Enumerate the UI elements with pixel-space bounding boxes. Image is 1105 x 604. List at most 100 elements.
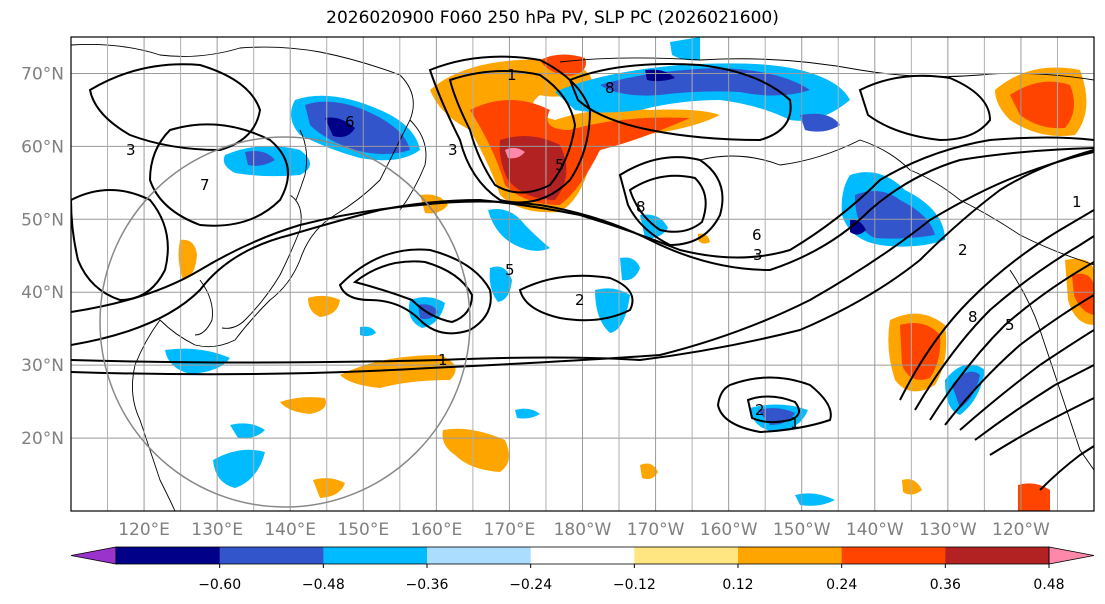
colorbar-tick-label: −0.48 [302, 577, 345, 593]
slp-contour [858, 74, 992, 142]
contour-label: 2 [755, 401, 765, 419]
contour-label: 5 [1005, 316, 1015, 334]
distance-ring [99, 136, 471, 508]
longitude-label: 160°E [411, 520, 463, 540]
colorbar-segment [530, 547, 635, 564]
slp-contour [628, 174, 707, 233]
contour-label: 1 [1072, 193, 1082, 211]
pv-negative-area [952, 371, 980, 408]
colorbar-tick-label: 0.36 [930, 577, 961, 593]
slp-contour [518, 274, 634, 322]
contour-label: 6 [345, 113, 355, 131]
pv-positive-area [442, 428, 509, 472]
pv-negative-area [515, 408, 540, 419]
coastline-japan [221, 194, 302, 329]
contour-label: 7 [200, 176, 210, 194]
colorbar-segment [738, 547, 843, 564]
longitude-label: 120°W [992, 520, 1050, 540]
map-panel: 6 3 1 5 7 3 2 8 2 3 1 6 8 1 2 8 5 5 1 [71, 37, 1094, 511]
colorbar-tick-label: −0.36 [406, 577, 449, 593]
colorbar-frame [115, 546, 1050, 565]
colorbar-extend-max [1048, 546, 1095, 565]
pv-negative-area [360, 326, 376, 337]
pv-negative-area [645, 69, 675, 82]
slp-contour [338, 248, 492, 335]
contour-label: 8 [605, 79, 615, 97]
slp-contour [746, 395, 800, 424]
longitude-label: 170°E [484, 520, 536, 540]
slp-contour [989, 397, 1094, 456]
longitude-labels: 120°E 130°E 140°E 150°E 160°E 170°E 180°W 170°W… [118, 520, 1050, 540]
longitude-label: 180°W [554, 520, 612, 540]
colorbar-segment [427, 547, 532, 564]
slp-contour [959, 329, 1094, 431]
slp-contour [148, 123, 289, 227]
colorbar-tick-label: −0.60 [198, 577, 241, 593]
pv-negative-area [245, 151, 275, 166]
colorbar-segment [945, 547, 1050, 564]
coastline-korea [194, 279, 213, 336]
slp-contour [71, 147, 1094, 313]
longitude-label: 160°W [700, 520, 758, 540]
slp-contour [618, 156, 724, 247]
pv-positive-area [340, 355, 456, 388]
contour-label-layer: 6 3 1 5 7 3 2 8 2 3 1 6 8 1 2 8 5 5 1 [126, 66, 1082, 432]
contour-label: 1 [438, 351, 448, 369]
contour-label: 1 [507, 66, 517, 84]
coastline-sakhalin [295, 129, 308, 201]
coastline-alaska [699, 139, 1094, 266]
coastline-northamerica [1009, 269, 1094, 471]
map-frame [70, 36, 1095, 512]
pv-positive-area [1072, 273, 1094, 315]
contour-label: 3 [753, 246, 763, 264]
longitude-label: 140°W [846, 520, 904, 540]
contour-label: 5 [505, 261, 515, 279]
latitude-label: 30°N [21, 356, 64, 376]
slp-contour [944, 294, 1094, 426]
pv-positive-area [313, 478, 345, 498]
contour-label: 2 [575, 291, 585, 309]
pv-positive-area [505, 147, 525, 159]
map-title: 2026020900 F060 250 hPa PV, SLP PC (2026… [326, 8, 779, 28]
latitude-label: 40°N [21, 283, 64, 303]
colorbar-segment [323, 547, 428, 564]
colorbar-tick-label: 0.12 [722, 577, 753, 593]
slp-contour [71, 189, 169, 302]
pv-positive-area [308, 295, 340, 317]
pv-negative-area [213, 449, 265, 488]
slp-contour [352, 260, 474, 324]
pv-positive-area [540, 54, 586, 76]
longitude-label: 140°E [264, 520, 316, 540]
pv-negative-area [489, 266, 512, 302]
colorbar-segment [116, 547, 221, 564]
slp-contour [88, 63, 262, 152]
slp-contour [914, 235, 1094, 411]
contour-label: 2 [958, 241, 968, 259]
pv-positive-area [178, 239, 197, 280]
contour-label: 5 [555, 156, 565, 174]
latitude-labels: 70°N 60°N 50°N 40°N 30°N 20°N [21, 64, 64, 449]
colorbar-extend-min [70, 546, 117, 565]
colorbar-segment [634, 547, 739, 564]
contour-label: 8 [636, 198, 646, 216]
latitude-label: 50°N [21, 210, 64, 230]
slp-contour [899, 209, 1094, 401]
longitude-label: 120°E [118, 520, 170, 540]
pv-positive-area [902, 479, 922, 495]
contour-label: 1 [790, 414, 800, 432]
pv-negative-area [305, 101, 410, 154]
longitude-label: 170°W [627, 520, 685, 540]
colorbar-tick-label: 0.24 [826, 577, 857, 593]
pv-positive-area [1018, 483, 1050, 511]
graticule [71, 37, 1094, 511]
colorbar-tick-label: −0.12 [613, 577, 656, 593]
slp-contour [448, 70, 577, 194]
slp-contour [1039, 445, 1094, 491]
slp-contour [568, 63, 792, 142]
colorbar-tick-label: 0.48 [1033, 577, 1064, 593]
longitude-label: 150°W [773, 520, 831, 540]
longitude-label: 130°W [919, 520, 977, 540]
colorbar-segment [841, 547, 946, 564]
pv-negative-area [795, 493, 835, 506]
pv-positive-area [1010, 81, 1074, 129]
